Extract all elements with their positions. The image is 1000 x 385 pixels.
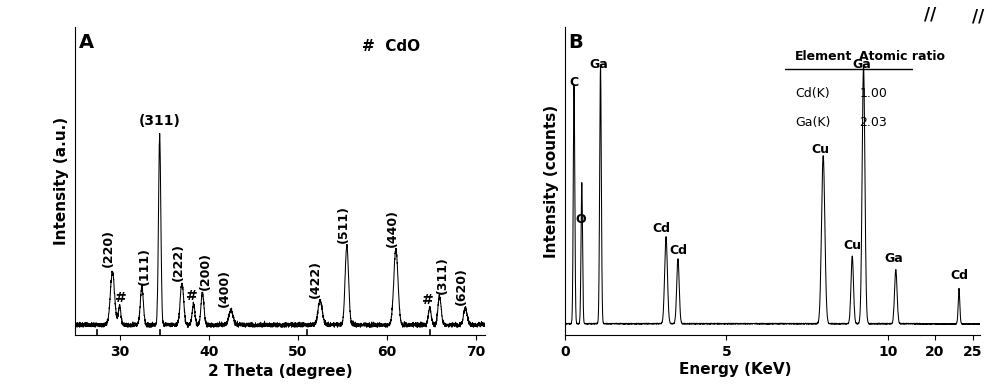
Text: O: O xyxy=(576,213,586,226)
Text: #: # xyxy=(422,293,434,307)
Text: Cd(K): Cd(K) xyxy=(795,87,830,100)
Text: Ga: Ga xyxy=(853,58,871,71)
Text: Ga(K): Ga(K) xyxy=(795,116,831,129)
Text: Cu: Cu xyxy=(843,239,861,252)
Text: (422): (422) xyxy=(309,260,322,298)
Text: B: B xyxy=(569,33,583,52)
Text: //: // xyxy=(972,7,984,25)
Text: #  CdO: # CdO xyxy=(362,39,420,54)
Text: (400): (400) xyxy=(218,269,231,307)
Text: (620): (620) xyxy=(454,268,467,305)
Text: Cd: Cd xyxy=(950,269,968,281)
Text: 2.03: 2.03 xyxy=(859,116,887,129)
Text: Energy (KeV): Energy (KeV) xyxy=(679,362,791,377)
Text: Cd: Cd xyxy=(670,244,688,257)
Text: (111): (111) xyxy=(138,246,151,285)
Text: Ga: Ga xyxy=(590,58,608,71)
Text: (220): (220) xyxy=(101,229,114,268)
Text: (440): (440) xyxy=(386,209,399,246)
Text: C: C xyxy=(569,76,579,89)
Text: #: # xyxy=(186,290,198,303)
Text: Cd: Cd xyxy=(653,222,671,235)
Text: (311): (311) xyxy=(139,114,181,128)
Text: Cu: Cu xyxy=(811,143,829,156)
Text: (511): (511) xyxy=(337,205,350,243)
Text: Ga: Ga xyxy=(885,252,904,265)
Text: #: # xyxy=(115,291,127,305)
Text: (311): (311) xyxy=(436,256,449,294)
Text: Atomic ratio: Atomic ratio xyxy=(859,50,945,64)
Y-axis label: Intensity (a.u.): Intensity (a.u.) xyxy=(54,117,69,245)
Text: 1.00: 1.00 xyxy=(859,87,887,100)
Text: //: // xyxy=(924,6,936,24)
Text: Element: Element xyxy=(795,50,853,64)
Text: (200): (200) xyxy=(199,252,212,290)
Y-axis label: Intensity (counts): Intensity (counts) xyxy=(544,104,559,258)
Text: A: A xyxy=(79,33,94,52)
X-axis label: 2 Theta (degree): 2 Theta (degree) xyxy=(208,364,352,379)
Text: (222): (222) xyxy=(172,243,185,281)
